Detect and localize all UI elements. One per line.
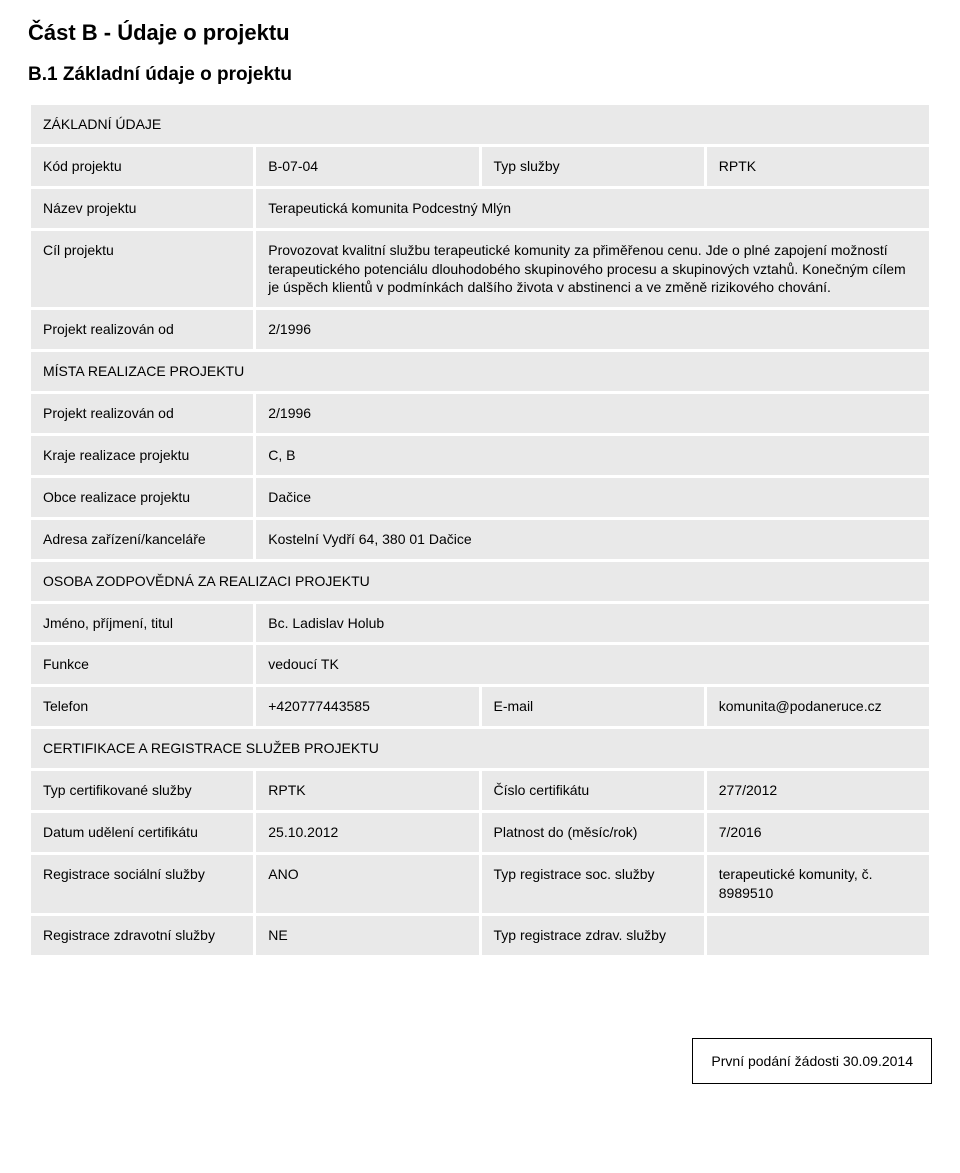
label-cert-number: Číslo certifikátu xyxy=(482,771,704,810)
value-cert-date: 25.10.2012 xyxy=(256,813,478,852)
label-regions: Kraje realizace projektu xyxy=(31,436,253,475)
value-project-code: B-07-04 xyxy=(256,147,478,186)
label-project-name: Název projektu xyxy=(31,189,253,228)
label-social-reg: Registrace sociální služby xyxy=(31,855,253,913)
label-cert-service-type: Typ certifikované služby xyxy=(31,771,253,810)
value-phone: +420777443585 xyxy=(256,687,478,726)
value-service-type: RPTK xyxy=(707,147,929,186)
label-email: E-mail xyxy=(482,687,704,726)
value-cert-service-type: RPTK xyxy=(256,771,478,810)
value-valid-until: 7/2016 xyxy=(707,813,929,852)
label-valid-until: Platnost do (měsíc/rok) xyxy=(482,813,704,852)
value-health-reg: NE xyxy=(256,916,478,955)
value-municipalities: Dačice xyxy=(256,478,929,517)
value-regions: C, B xyxy=(256,436,929,475)
section-cert: CERTIFIKACE A REGISTRACE SLUŽEB PROJEKTU xyxy=(31,729,929,768)
value-cert-number: 277/2012 xyxy=(707,771,929,810)
label-office-address: Adresa zařízení/kanceláře xyxy=(31,520,253,559)
section-basic: ZÁKLADNÍ ÚDAJE xyxy=(31,105,929,144)
value-name-title: Bc. Ladislav Holub xyxy=(256,604,929,643)
value-role: vedoucí TK xyxy=(256,645,929,684)
label-municipalities: Obce realizace projektu xyxy=(31,478,253,517)
page-title: Část B - Údaje o projektu xyxy=(28,20,932,46)
page-subtitle: B.1 Základní údaje o projektu xyxy=(28,64,932,86)
value-project-goal: Provozovat kvalitní službu terapeutické … xyxy=(256,231,929,308)
label-social-reg-type: Typ registrace soc. služby xyxy=(482,855,704,913)
value-social-reg-type: terapeutické komunity, č. 8989510 xyxy=(707,855,929,913)
label-health-reg: Registrace zdravotní služby xyxy=(31,916,253,955)
value-social-reg: ANO xyxy=(256,855,478,913)
label-cert-date: Datum udělení certifikátu xyxy=(31,813,253,852)
value-health-reg-type xyxy=(707,916,929,955)
label-realized-from: Projekt realizován od xyxy=(31,310,253,349)
section-places: MÍSTA REALIZACE PROJEKTU xyxy=(31,352,929,391)
footer-submission: První podání žádosti 30.09.2014 xyxy=(692,1038,932,1084)
label-name-title: Jméno, příjmení, titul xyxy=(31,604,253,643)
label-project-goal: Cíl projektu xyxy=(31,231,253,308)
value-office-address: Kostelní Vydří 64, 380 01 Dačice xyxy=(256,520,929,559)
value-project-name: Terapeutická komunita Podcestný Mlýn xyxy=(256,189,929,228)
label-service-type: Typ služby xyxy=(482,147,704,186)
value-email: komunita@podaneruce.cz xyxy=(707,687,929,726)
label-project-code: Kód projektu xyxy=(31,147,253,186)
value-realized-from-2: 2/1996 xyxy=(256,394,929,433)
project-table: ZÁKLADNÍ ÚDAJE Kód projektu B-07-04 Typ … xyxy=(28,102,932,958)
label-role: Funkce xyxy=(31,645,253,684)
value-realized-from-1: 2/1996 xyxy=(256,310,929,349)
label-health-reg-type: Typ registrace zdrav. služby xyxy=(482,916,704,955)
label-realized-from-2: Projekt realizován od xyxy=(31,394,253,433)
label-phone: Telefon xyxy=(31,687,253,726)
section-person: OSOBA ZODPOVĚDNÁ ZA REALIZACI PROJEKTU xyxy=(31,562,929,601)
